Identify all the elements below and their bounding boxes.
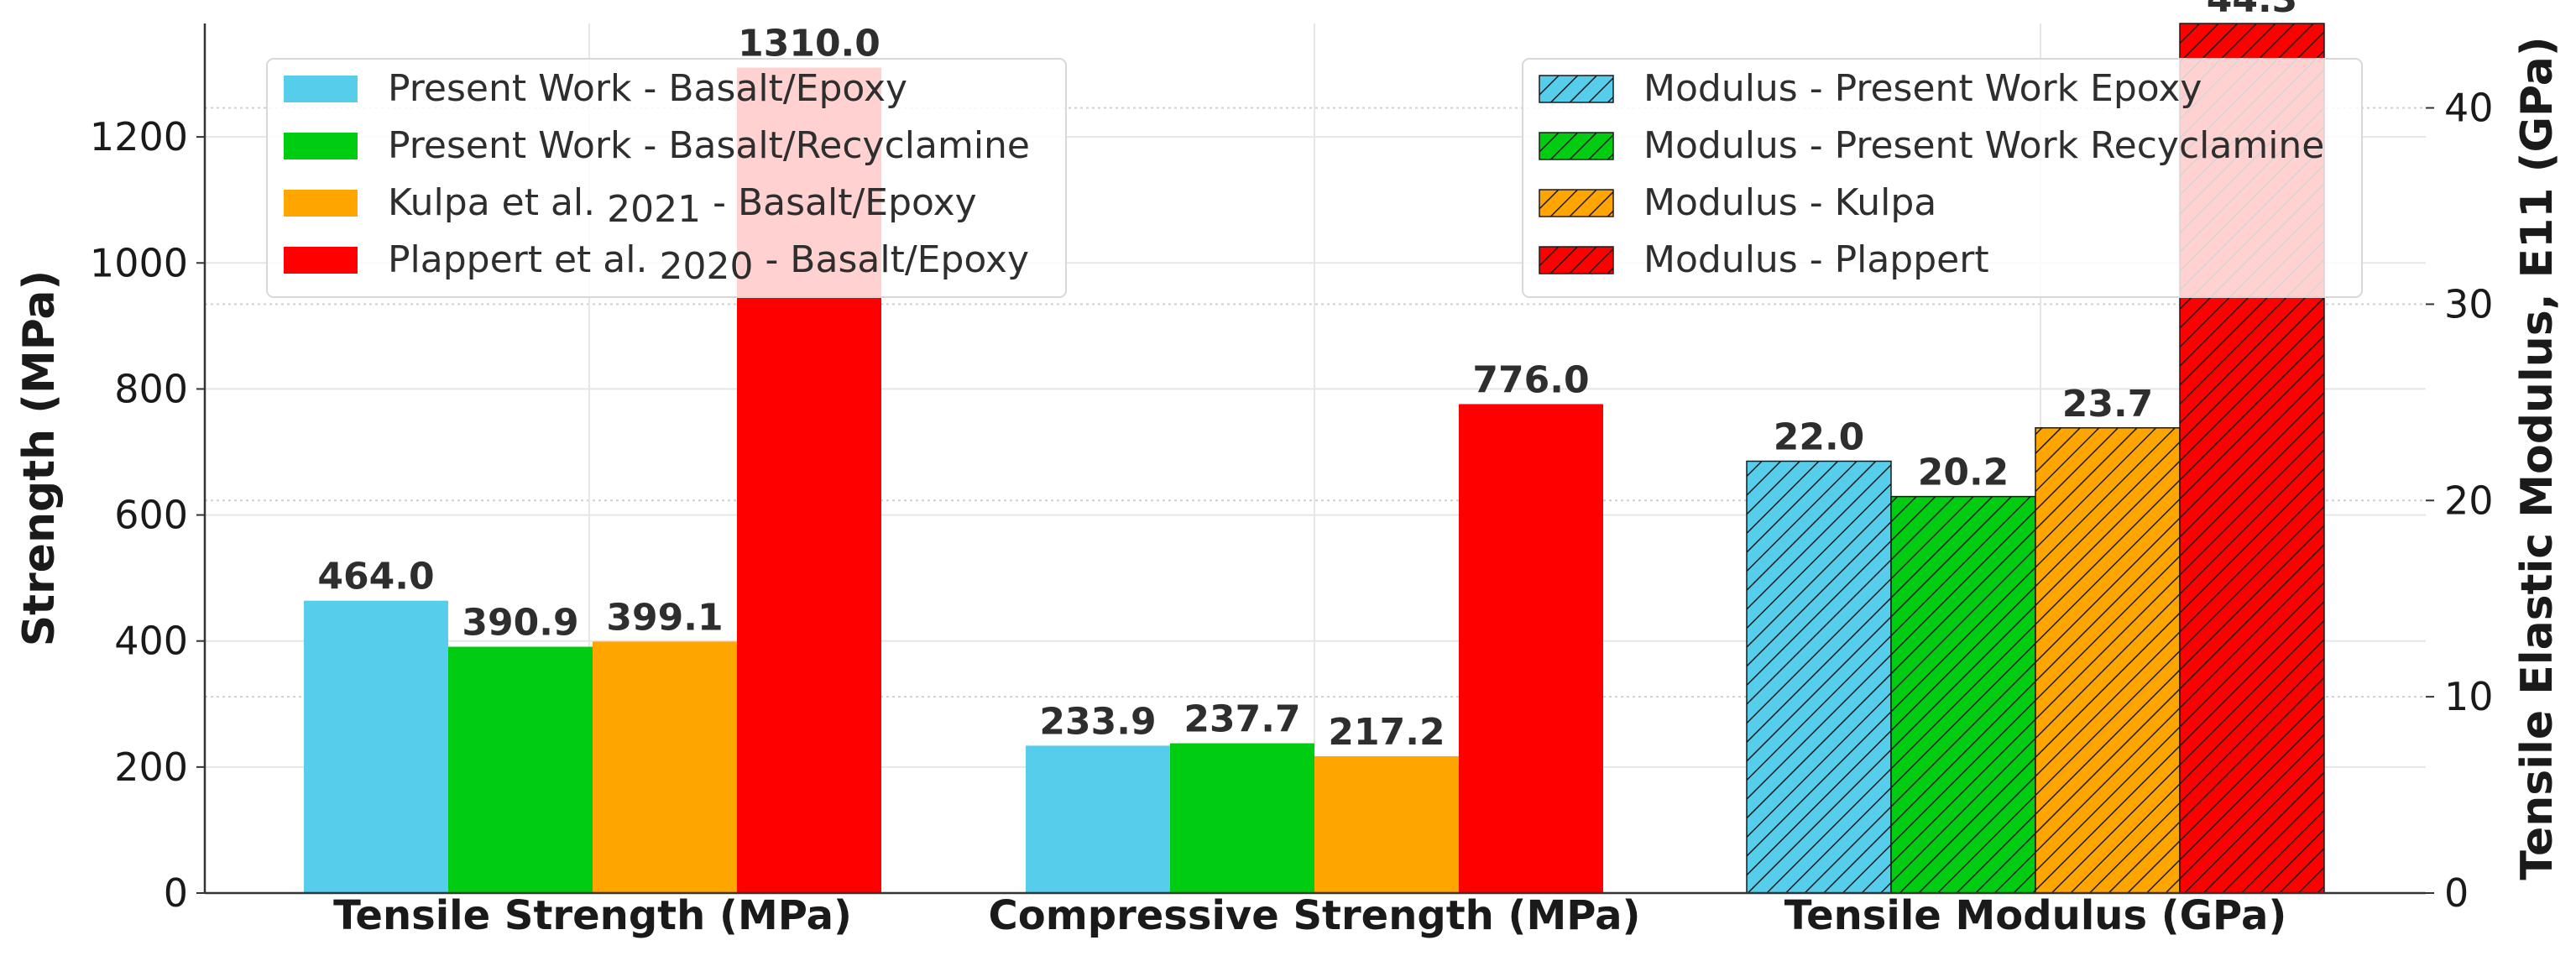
legend-label-year: 2021 bbox=[607, 188, 701, 231]
bar bbox=[1314, 755, 1459, 893]
legend-label-part: - Basalt/Epoxy bbox=[701, 181, 977, 224]
legend-label-part: Kulpa et al. bbox=[388, 181, 595, 224]
right-tick-label: 10 bbox=[2444, 674, 2494, 719]
bar-value-label: 233.9 bbox=[1039, 700, 1156, 743]
category-label: Compressive Strength (MPa) bbox=[989, 892, 1641, 939]
category-label: Tensile Modulus (GPa) bbox=[1784, 892, 2287, 939]
legend-label: Modulus - Present Work Epoxy bbox=[1643, 67, 2202, 110]
legend-label: Present Work - Basalt/Recyclamine bbox=[388, 124, 1030, 167]
left-tick-label: 1200 bbox=[90, 114, 188, 159]
legend-label: Modulus - Present Work Recyclamine bbox=[1643, 124, 2324, 167]
legend-label-part: - Basalt/Epoxy bbox=[753, 238, 1029, 281]
modulus-value-label: 20.2 bbox=[1918, 452, 2009, 494]
legend-right-box bbox=[1522, 58, 2363, 298]
legend-swatch-hatch bbox=[1539, 132, 1614, 160]
bar-value-label: 399.1 bbox=[606, 596, 723, 639]
legend-swatch bbox=[284, 190, 358, 217]
legend-swatch-hatch bbox=[1539, 246, 1614, 274]
left-tick-label: 0 bbox=[164, 870, 188, 916]
bar bbox=[1459, 404, 1603, 893]
legend-label: Modulus - Kulpa bbox=[1643, 181, 1936, 224]
axes: 0 200 400 600 800 1000 1200 0 10 20 30 40 Tensile St… bbox=[14, 24, 2563, 939]
legend-swatch-hatch bbox=[1539, 189, 1614, 217]
bar-value-label: 237.7 bbox=[1183, 698, 1300, 741]
modulus-bar-hatch bbox=[2035, 427, 2181, 894]
left-tick-label: 400 bbox=[114, 619, 188, 664]
legend-label: Present Work - Basalt/Epoxy bbox=[388, 67, 907, 110]
legend-label-year: 2020 bbox=[659, 245, 753, 288]
bar-value-label: 776.0 bbox=[1472, 358, 1589, 401]
bar-value-label: 217.2 bbox=[1328, 711, 1445, 754]
legend-swatch bbox=[284, 133, 358, 159]
legend-label: Modulus - Plappert bbox=[1643, 238, 1989, 281]
modulus-value-label: 22.0 bbox=[1774, 416, 1865, 459]
right-tick-label: 20 bbox=[2444, 478, 2494, 523]
bar bbox=[1170, 743, 1314, 893]
legend-left-box bbox=[266, 58, 1067, 298]
legend-swatch bbox=[284, 247, 358, 274]
right-tick-label: 40 bbox=[2444, 86, 2494, 131]
modulus-bar-hatch bbox=[1890, 495, 2036, 894]
legend-swatch-hatch bbox=[1539, 75, 1614, 103]
left-tick-label: 200 bbox=[114, 744, 188, 790]
right-axis-title: Tensile Elastic Modulus, E11 (GPa) bbox=[2512, 36, 2563, 880]
bar bbox=[1026, 745, 1170, 893]
data-labels: 464.0233.9390.9237.7399.1217.21310.0776.… bbox=[317, 0, 2297, 754]
legend-label: Kulpa et al. 2021 - Basalt/Epoxy bbox=[388, 181, 977, 231]
legend-label: Plappert et al. 2020 - Basalt/Epoxy bbox=[388, 238, 1029, 288]
right-tick-label: 30 bbox=[2444, 281, 2494, 327]
legend-label-part: Plappert et al. bbox=[388, 238, 647, 281]
modulus-bar-hatch bbox=[1746, 460, 1892, 894]
right-tick-label: 0 bbox=[2444, 870, 2469, 916]
legend-swatch bbox=[284, 76, 358, 102]
legends: Present Work - Basalt/Epoxy Present Work … bbox=[266, 58, 2363, 298]
left-tick-label: 800 bbox=[114, 366, 188, 411]
modulus-value-label: 44.3 bbox=[2207, 0, 2298, 21]
modulus-value-label: 23.7 bbox=[2062, 383, 2154, 426]
bar bbox=[448, 646, 593, 893]
left-axis-title: Strength (MPa) bbox=[14, 270, 65, 647]
bar-value-label: 390.9 bbox=[462, 602, 578, 645]
left-tick-label: 600 bbox=[114, 493, 188, 538]
bar-value-label: 464.0 bbox=[317, 556, 434, 598]
bar bbox=[304, 600, 448, 893]
bar bbox=[593, 641, 737, 893]
category-label: Tensile Strength (MPa) bbox=[333, 892, 852, 939]
left-tick-label: 1000 bbox=[90, 240, 188, 285]
